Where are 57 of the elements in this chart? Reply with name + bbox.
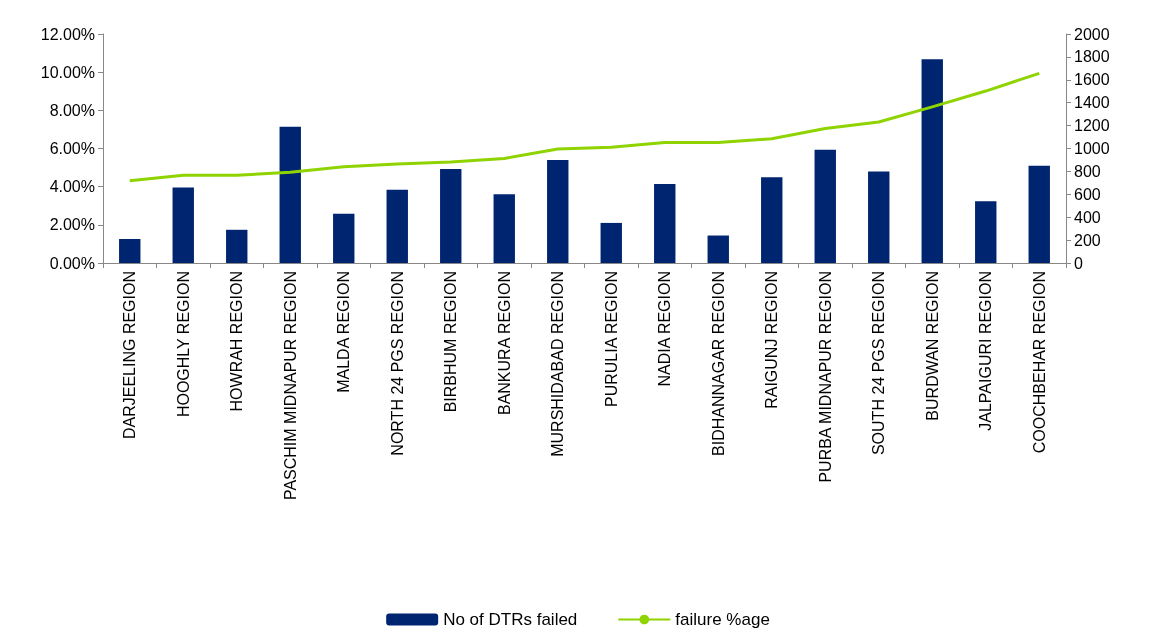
bar (707, 235, 729, 263)
bar (921, 59, 943, 263)
bar (440, 169, 462, 263)
y2-tick-label: 200 (1074, 231, 1101, 249)
x-tick-label: BIDHANNAGAR REGION (709, 271, 727, 456)
bar (547, 159, 569, 263)
x-tick-label: BURDWAN REGION (923, 271, 941, 421)
y2-tick-label: 600 (1074, 185, 1101, 203)
y2-tick-label: 1600 (1074, 71, 1110, 89)
bar (868, 171, 890, 263)
y2-tick-label: 2000 (1074, 25, 1110, 43)
y2-tick-label: 1400 (1074, 94, 1110, 112)
y2-tick-label: 400 (1074, 208, 1101, 226)
bar (1028, 165, 1050, 263)
x-tick-label: PURULIA REGION (602, 271, 620, 408)
y2-tick-label: 1000 (1074, 140, 1110, 157)
x-tick-label: RAIGUNJ REGION (763, 271, 781, 409)
x-tick-label: HOOGHLY REGION (174, 271, 192, 418)
x-tick-label: BIRBHUM REGION (442, 271, 460, 413)
bar (279, 126, 301, 263)
legend-label: No of DTRs failed (443, 610, 578, 629)
bar (333, 213, 355, 263)
y-tick-label: 0.00% (49, 254, 95, 272)
y2-tick-label: 1800 (1074, 48, 1110, 66)
y2-tick-label: 0 (1074, 254, 1083, 272)
x-tick-label: SOUTH 24 PGS REGION (870, 271, 888, 456)
bar (654, 184, 676, 263)
bar (975, 201, 997, 263)
y-tick-label: 6.00% (49, 140, 95, 157)
x-tick-label: MALDA REGION (335, 271, 353, 393)
y-tick-label: 2.00% (49, 216, 95, 234)
bar (761, 177, 783, 263)
y-tick-label: 8.00% (49, 101, 95, 119)
y-tick-label: 4.00% (49, 178, 95, 196)
y2-tick-label: 1200 (1074, 117, 1110, 135)
bar (119, 238, 141, 263)
x-tick-label: NORTH 24 PGS REGION (388, 271, 406, 456)
bar (172, 187, 194, 263)
x-tick-label: COOCHBEHAR REGION (1030, 271, 1048, 454)
x-tick-label: DARJEELING REGION (121, 271, 139, 440)
y2-tick-label: 800 (1074, 162, 1101, 180)
x-tick-label: JALPAIGURI REGION (977, 271, 995, 431)
x-tick-label: MURSHIDABAD REGION (549, 271, 567, 457)
x-tick-label: PURBA MIDNAPUR REGION (816, 271, 834, 483)
y-tick-label: 12.00% (40, 25, 95, 43)
x-tick-label: PASCHIM MIDNAPUR REGION (281, 271, 299, 501)
x-tick-label: HOWRAH REGION (228, 271, 246, 412)
x-tick-label: NADIA REGION (656, 271, 674, 387)
bar (386, 189, 408, 263)
bar (493, 194, 515, 263)
bar (600, 222, 622, 263)
y-tick-label: 10.00% (40, 63, 95, 81)
x-tick-label: BANKURA REGION (495, 271, 513, 416)
bar (814, 149, 836, 263)
legend-label: failure %age (675, 610, 770, 629)
line-series (128, 71, 1041, 183)
bar (226, 229, 248, 263)
